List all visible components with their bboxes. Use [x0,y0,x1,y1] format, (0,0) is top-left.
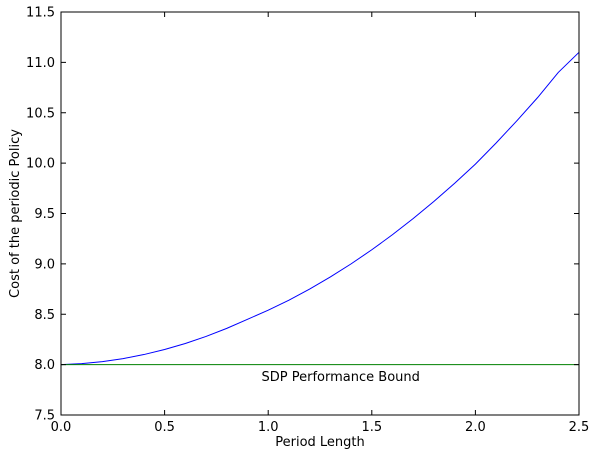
y-tick-label: 10.0 [26,157,55,172]
y-axis-label: Cost of the periodic Policy [8,129,23,298]
y-tick-label: 9.5 [34,207,55,222]
annotation-label: SDP Performance Bound [262,370,420,385]
plot-frame [60,11,580,416]
plot-area [61,12,579,415]
tick-layer: 0.0 0.5 1.0 1.5 2.0 2.5 7.5 8.0 8.5 9.0 9.5 10.0 10.… [26,6,589,436]
x-tick-label: 1.5 [361,420,382,435]
y-tick-label: 11.5 [26,6,55,21]
x-axis-label: Period Length [275,435,365,450]
x-tick-label: 1.0 [258,420,279,435]
y-tick-label: 7.5 [34,409,55,424]
series-layer [60,51,580,366]
x-tick-label: 2.5 [569,420,590,435]
y-tick-label: 10.5 [26,106,55,121]
y-tick-label: 8.0 [34,358,55,373]
x-tick-label: 0.0 [51,420,72,435]
x-tick-label: 2.0 [465,420,486,435]
annotation-layer: SDP Performance Bound [262,370,420,385]
y-tick-label: 9.0 [34,257,55,272]
series-line-0 [60,51,580,366]
y-tick-label: 8.5 [34,308,55,323]
y-tick-label: 11.0 [26,56,55,71]
x-tick-label: 0.5 [154,420,175,435]
